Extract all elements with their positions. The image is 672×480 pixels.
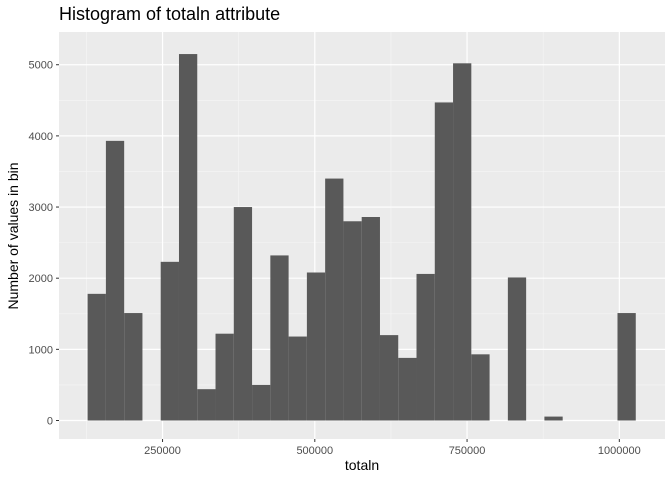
chart-title: Histogram of totaln attribute [59,4,281,24]
x-tick-label: 500000 [296,445,333,457]
histogram-bar [197,389,216,421]
histogram-bar [507,277,527,421]
histogram-bar [124,313,143,421]
histogram-bar [471,354,490,421]
histogram-bar [343,221,362,421]
histogram-bar [617,313,636,421]
histogram-bar [105,140,125,421]
y-tick-label: 0 [47,416,53,428]
histogram-bar [544,416,563,421]
x-tick-label: 250000 [144,445,181,457]
histogram-bar [379,335,399,421]
histogram-bar [252,384,271,421]
histogram-bar [416,273,435,421]
histogram-bar [306,272,326,421]
x-axis: 250000 500000 750000 1000000 [144,439,641,457]
histogram-bar [398,357,417,421]
histogram-bar [215,333,234,421]
histogram-bar [160,261,179,421]
histogram-bar [434,102,454,421]
histogram-bar [453,63,472,421]
y-axis: 0 1000 2000 3000 4000 5000 [29,60,59,428]
histogram-bar [270,255,289,421]
y-tick-label: 1000 [29,344,53,356]
histogram-bar [87,293,106,421]
histogram-bar [288,336,307,421]
histogram-bar [233,207,253,421]
y-axis-title: Number of values in bin [5,162,21,309]
y-tick-label: 3000 [29,202,53,214]
x-tick-label: 750000 [449,445,486,457]
y-tick-label: 2000 [29,273,53,285]
y-tick-label: 4000 [29,131,53,143]
histogram-bar [178,54,198,421]
histogram-bar [325,178,344,421]
histogram-bars [87,54,636,421]
y-tick-label: 5000 [29,60,53,72]
histogram-bar [361,217,380,421]
x-tick-label: 1000000 [598,445,641,457]
x-axis-title: totaln [345,457,379,473]
